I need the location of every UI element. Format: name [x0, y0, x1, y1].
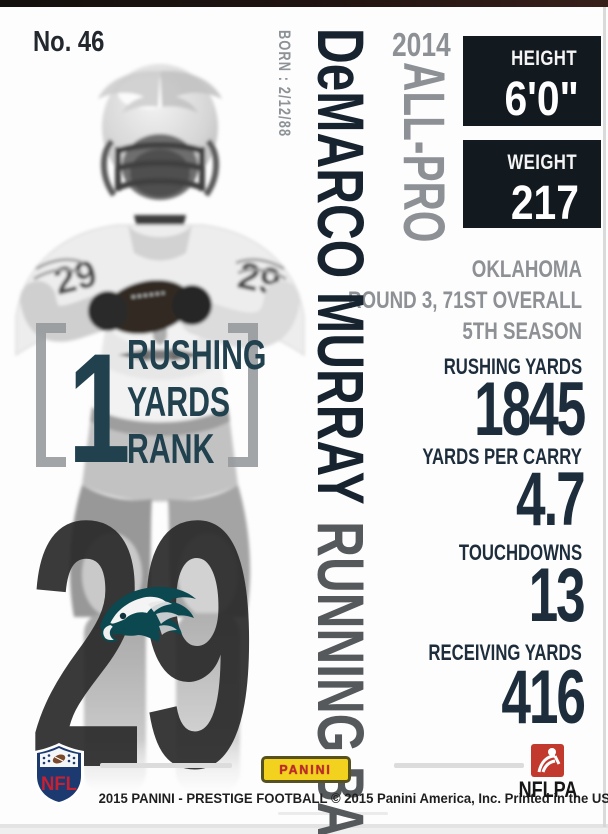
card-bottom-edge: [0, 824, 608, 828]
height-value: 6'0": [504, 73, 579, 126]
draft-info: ROUND 3, 71ST OVERALL: [347, 287, 582, 314]
card-top-edge: [0, 0, 608, 7]
card-bottom-edge-light: [0, 828, 608, 834]
born-date-vertical: BORN : 2/12/88: [275, 30, 294, 173]
allpro-label-vertical: ALL-PRO: [391, 62, 456, 320]
nflpa-logo-icon: [531, 744, 564, 777]
scan-artifact: [278, 812, 388, 815]
stat-value-rushing-yards: 1845: [474, 367, 586, 452]
rank-label: RUSHING YARDS RANK: [127, 331, 321, 472]
college: OKLAHOMA: [471, 256, 582, 283]
rank-bracket-right: [228, 323, 258, 467]
stat-value-yards-per-carry: 4.7: [516, 457, 586, 542]
card-number: No. 46: [33, 26, 105, 58]
stat-label-yards-per-carry: YARDS PER CARRY: [422, 444, 582, 469]
rank-label-line2: YARDS: [127, 378, 231, 425]
nfl-shield-icon: NFL: [34, 743, 84, 805]
season-info: 5TH SEASON: [462, 318, 582, 345]
rank-label-line3: RANK: [127, 425, 215, 472]
weight-value: 217: [510, 177, 579, 230]
weight-box: WEIGHT 217: [463, 140, 601, 230]
fine-print-right: [394, 763, 524, 768]
rank-bracket-left: [36, 323, 66, 467]
rank-label-line1: RUSHING: [127, 331, 267, 378]
player-position: RUNNING BACK: [304, 521, 378, 834]
allpro-label: ALL-PRO: [391, 62, 456, 243]
height-label: HEIGHT: [511, 47, 577, 70]
height-box: HEIGHT 6'0": [463, 36, 601, 126]
rank-value: 1: [68, 322, 131, 496]
panini-logo: PANINI: [261, 756, 351, 783]
stat-label-rushing-yards: RUSHING YARDS: [443, 354, 582, 379]
stat-value-touchdowns: 13: [529, 553, 586, 638]
weight-label: WEIGHT: [507, 151, 577, 174]
bio-block: OKLAHOMA ROUND 3, 71ST OVERALL 5TH SEASO…: [282, 254, 582, 347]
allpro-year: 2014: [392, 26, 451, 63]
player-photo: 29 29: [15, 64, 305, 793]
born-date-text: BORN : 2/12/88: [275, 30, 294, 138]
eagles-logo-icon: [100, 586, 196, 643]
fine-print-left: [100, 763, 232, 768]
stat-label-touchdowns: TOUCHDOWNS: [458, 540, 582, 565]
panini-logo-text: PANINI: [279, 762, 333, 777]
stat-label-receiving-yards: RECEIVING YARDS: [428, 640, 582, 665]
card-right-edge: [603, 7, 606, 827]
copyright-line: 2015 PANINI - PRESTIGE FOOTBALL © 2015 P…: [98, 791, 608, 806]
nfl-logo-text: NFL: [41, 774, 77, 795]
nflpa-logo-text: NFLPA: [518, 777, 578, 802]
stat-value-receiving-yards: 416: [501, 655, 587, 740]
